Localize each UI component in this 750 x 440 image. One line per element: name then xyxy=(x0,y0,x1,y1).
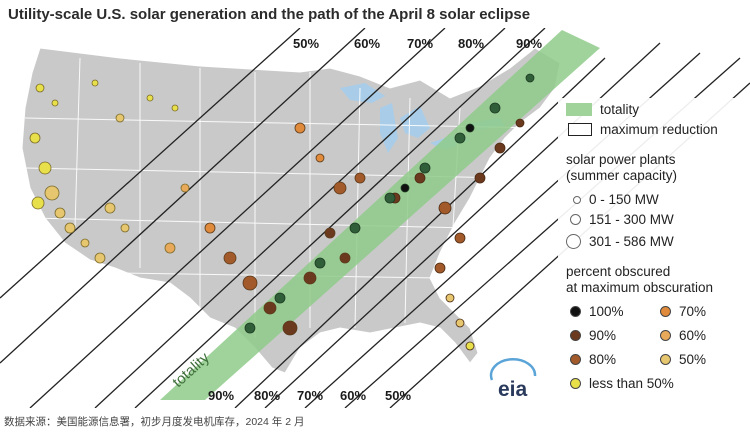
bottom-percent-labels: 90% 80% 70% 60% 50% xyxy=(208,388,411,403)
top-pct-90: 90% xyxy=(516,36,542,51)
top-pct-60: 60% xyxy=(354,36,380,51)
legend-size-small: 0 - 150 MW xyxy=(570,192,659,207)
bottom-pct-90: 90% xyxy=(208,388,234,403)
bottom-pct-80: 80% xyxy=(254,388,280,403)
top-pct-50: 50% xyxy=(293,36,319,51)
solar-plants-central xyxy=(204,122,366,336)
size-small-circle xyxy=(573,195,581,204)
legend-size-medium: 151 - 300 MW xyxy=(569,212,674,227)
eia-logo: eia xyxy=(489,358,537,401)
top-pct-80: 80% xyxy=(458,36,484,51)
max-reduction-swatch xyxy=(568,123,592,136)
obs-lt50-dot xyxy=(570,378,581,389)
legend-obscured-heading-1: percent obscured xyxy=(566,264,671,279)
legend-obs-60: 60% xyxy=(660,328,706,343)
map-title: Utility-scale U.S. solar generation and … xyxy=(8,6,531,23)
obs-70-dot xyxy=(660,306,671,317)
solar-plants-east xyxy=(389,118,525,351)
solar-plants-west xyxy=(29,79,190,264)
legend-size-large: 301 - 586 MW xyxy=(566,234,674,249)
legend-obs-100: 100% xyxy=(570,304,624,319)
great-lakes xyxy=(340,83,505,153)
source-footer: 数据来源：美国能源信息署，初步月度发电机库存，2024 年 2 月 xyxy=(4,416,305,428)
bottom-pct-70: 70% xyxy=(297,388,323,403)
legend-obs-lt50: less than 50% xyxy=(570,376,674,391)
bottom-pct-60: 60% xyxy=(340,388,366,403)
legend-plants-heading-2: (summer capacity) xyxy=(566,168,678,183)
legend-obs-90-label: 90% xyxy=(589,328,617,343)
obs-80-dot xyxy=(570,354,581,365)
obs-100-dot xyxy=(570,306,581,317)
legend-obs-100-label: 100% xyxy=(589,304,624,319)
legend-totality: totality xyxy=(566,102,639,117)
legend-obs-lt50-label: less than 50% xyxy=(589,376,674,391)
legend-obs-50: 50% xyxy=(660,352,706,367)
legend-obs-70-label: 70% xyxy=(679,304,707,319)
legend-size-large-label: 301 - 586 MW xyxy=(589,234,674,249)
legend-size-small-label: 0 - 150 MW xyxy=(589,192,659,207)
legend-plants-heading-1: solar power plants xyxy=(566,152,676,167)
top-percent-labels: 50% 60% 70% 80% 90% xyxy=(293,36,542,51)
size-large-circle xyxy=(566,234,581,249)
legend-obs-60-label: 60% xyxy=(679,328,707,343)
legend-obs-90: 90% xyxy=(570,328,616,343)
legend-obs-80-label: 80% xyxy=(589,352,617,367)
legend-max-reduction-label: maximum reduction xyxy=(600,122,718,137)
obs-60-dot xyxy=(660,330,671,341)
solar-plants-totality xyxy=(244,73,535,334)
legend-obscured-heading-2: at maximum obscuration xyxy=(566,280,714,295)
legend-obs-80: 80% xyxy=(570,352,616,367)
legend-size-medium-label: 151 - 300 MW xyxy=(589,212,674,227)
eia-logo-text: eia xyxy=(498,378,528,401)
legend-totality-label: totality xyxy=(600,102,640,117)
obs-90-dot xyxy=(570,330,581,341)
bottom-pct-50: 50% xyxy=(385,388,411,403)
map-legend: totality maximum reduction solar power p… xyxy=(558,98,748,398)
legend-max-reduction: maximum reduction xyxy=(568,122,718,137)
totality-swatch xyxy=(566,103,592,116)
top-pct-70: 70% xyxy=(407,36,433,51)
obs-50-dot xyxy=(660,354,671,365)
size-medium-circle xyxy=(570,214,581,225)
legend-obs-70: 70% xyxy=(660,304,706,319)
legend-obs-50-label: 50% xyxy=(679,352,707,367)
